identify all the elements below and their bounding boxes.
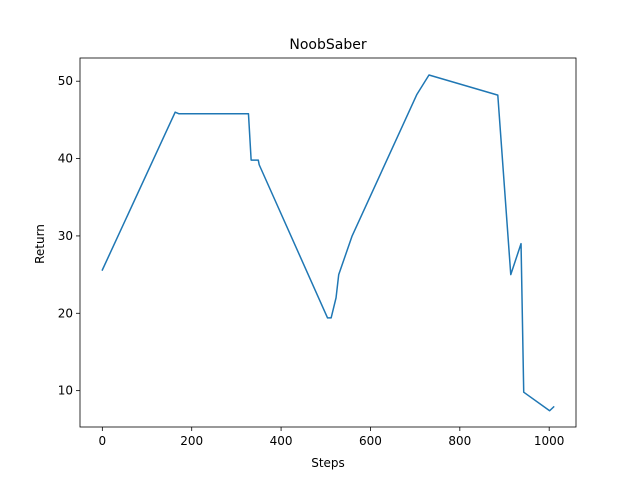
y-tick-label: 40 bbox=[58, 152, 73, 166]
x-tick-label: 200 bbox=[180, 434, 203, 448]
x-tick-label: 1000 bbox=[534, 434, 565, 448]
series-line bbox=[101, 74, 555, 412]
x-tick-label: 800 bbox=[448, 434, 471, 448]
chart-title: NoobSaber bbox=[289, 37, 366, 53]
y-axis-ticks: 10 20 30 40 50 bbox=[58, 74, 80, 398]
plot-area bbox=[79, 57, 577, 428]
x-axis-ticks: 0 200 400 600 800 1000 bbox=[99, 427, 565, 448]
y-tick-label: 20 bbox=[58, 306, 73, 320]
x-tick-label: 600 bbox=[359, 434, 382, 448]
y-tick-label: 50 bbox=[58, 74, 73, 88]
y-tick-label: 30 bbox=[58, 229, 73, 243]
x-tick-label: 400 bbox=[270, 434, 293, 448]
series-layer bbox=[101, 74, 555, 412]
x-axis-label: Steps bbox=[311, 456, 345, 470]
y-axis-label: Return bbox=[33, 224, 47, 264]
plot-frame bbox=[79, 57, 577, 428]
x-tick-label: 0 bbox=[99, 434, 107, 448]
y-tick-label: 10 bbox=[58, 384, 73, 398]
